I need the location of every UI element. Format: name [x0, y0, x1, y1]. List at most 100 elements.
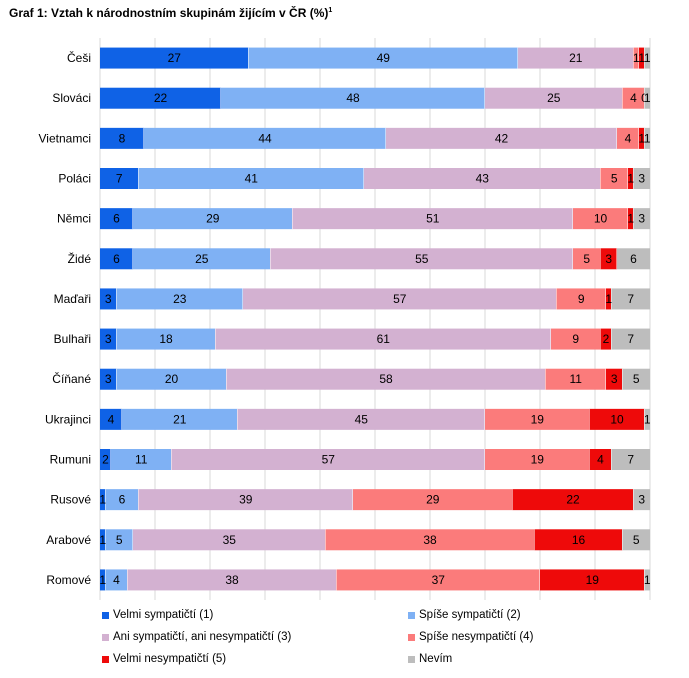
bar-segment	[100, 328, 117, 350]
bar-segment	[551, 328, 601, 350]
bar-segment	[617, 248, 650, 270]
bar-segment	[633, 208, 650, 230]
bar-segment	[353, 489, 513, 511]
bar-segment	[545, 368, 606, 390]
data-label: 18	[159, 332, 173, 346]
bar-segment	[644, 47, 650, 69]
bar-segment	[100, 127, 144, 149]
bar-segment	[600, 248, 617, 270]
chart-title: Graf 1: Vztah k národnostním skupinám ži…	[9, 6, 333, 20]
category-label: Němci	[57, 212, 91, 226]
data-label: 35	[223, 533, 237, 547]
data-label: 27	[168, 51, 182, 65]
bar-segment	[243, 288, 557, 310]
data-label: 5	[633, 372, 640, 386]
data-label: 3	[611, 372, 618, 386]
data-label: 23	[173, 292, 187, 306]
data-label: 19	[531, 453, 545, 467]
bar-segment	[100, 569, 106, 591]
bar-segment	[111, 449, 172, 470]
data-label: 16	[572, 533, 586, 547]
bar-segment	[485, 408, 590, 430]
data-label: 49	[377, 51, 391, 65]
data-label: 5	[116, 533, 123, 547]
data-label: 55	[415, 252, 429, 266]
data-label: 29	[206, 212, 220, 226]
bar-segment	[518, 47, 634, 69]
data-label: 7	[627, 453, 634, 467]
bar-segment	[611, 288, 650, 310]
data-label: 5	[583, 252, 590, 266]
data-label: 21	[569, 51, 583, 65]
data-label: 11	[570, 372, 583, 386]
bar-segment	[600, 328, 612, 350]
data-label: 5	[611, 172, 618, 186]
data-label: 2	[102, 453, 109, 467]
bar-segment	[248, 47, 518, 69]
data-label: 9	[572, 332, 579, 346]
category-label: Poláci	[58, 172, 91, 186]
category-label: Romové	[46, 573, 91, 587]
data-label: 44	[258, 131, 272, 145]
bar-segment	[116, 368, 227, 390]
bar-segment	[122, 408, 238, 430]
data-label: 3	[638, 493, 645, 507]
category-label: Rusové	[50, 493, 91, 507]
data-label: 43	[476, 172, 490, 186]
category-label: Arabové	[46, 533, 91, 547]
data-label: 58	[379, 372, 393, 386]
data-label: 22	[566, 493, 580, 507]
data-label: 39	[239, 493, 253, 507]
category-label: Číňané	[52, 371, 91, 386]
data-label: 4	[113, 573, 120, 587]
data-label: 3	[105, 332, 112, 346]
data-label: 57	[322, 453, 336, 467]
data-label: 7	[116, 172, 123, 186]
data-label: 21	[173, 412, 187, 426]
bar-segment	[644, 87, 650, 109]
bar-segment	[622, 368, 650, 390]
data-label: 4	[108, 412, 115, 426]
data-label: 1	[644, 412, 651, 426]
bar-segment	[633, 47, 639, 69]
bar-segment	[100, 368, 117, 390]
bar-segment	[633, 168, 650, 189]
data-label: 37	[432, 573, 446, 587]
data-label: 1	[644, 51, 651, 65]
data-label: 4	[630, 91, 637, 105]
bar-segment	[100, 168, 139, 189]
data-label: 48	[346, 91, 360, 105]
category-label: Slováci	[52, 91, 91, 105]
data-label: 1	[633, 51, 640, 65]
bar-segment	[133, 529, 326, 551]
data-label: 1	[644, 573, 651, 587]
data-label: 7	[627, 292, 634, 306]
bar-segment	[105, 569, 128, 591]
bar-segment	[100, 408, 122, 430]
bar-segment	[100, 489, 106, 511]
data-label: 4	[597, 453, 604, 467]
category-label: Židé	[68, 251, 92, 266]
data-label: 38	[225, 573, 239, 587]
data-label: 19	[586, 573, 600, 587]
bar-segment	[226, 368, 546, 390]
data-label: 1	[627, 212, 634, 226]
bar-segment	[100, 449, 111, 470]
data-label: 2	[603, 332, 610, 346]
data-label: 51	[426, 212, 440, 226]
data-label: 41	[245, 172, 259, 186]
data-label: 1	[627, 172, 634, 186]
bar-segment	[633, 489, 650, 511]
bar-segment	[573, 248, 601, 270]
data-label: 38	[423, 533, 437, 547]
bar-segment	[628, 168, 634, 189]
bar-segment	[644, 127, 650, 149]
data-label: 19	[531, 412, 545, 426]
bar-segment	[512, 489, 634, 511]
data-label: 1	[99, 493, 106, 507]
category-label: Češi	[67, 50, 91, 65]
bar-segment	[644, 569, 650, 591]
bar-segment	[606, 368, 623, 390]
data-label: 3	[605, 252, 612, 266]
category-label: Rumuni	[50, 453, 91, 467]
